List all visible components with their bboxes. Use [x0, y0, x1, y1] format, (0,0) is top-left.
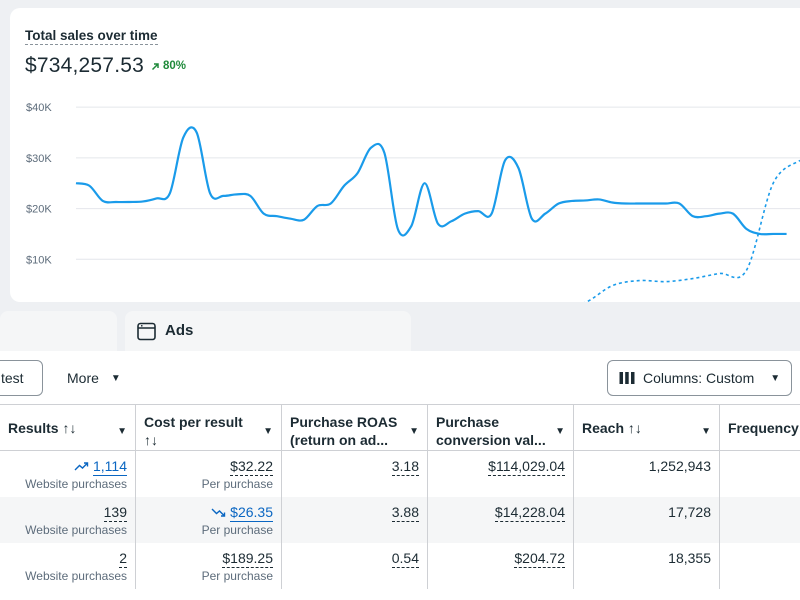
chart-change-badge: 80%: [151, 60, 186, 72]
cell-frequency: [720, 451, 800, 497]
y-tick-label: $40K: [26, 102, 52, 114]
caret-down-icon: ▼: [110, 372, 121, 384]
caret-down-icon[interactable]: ▼: [701, 426, 711, 437]
columns-icon: [619, 372, 635, 384]
column-header-results[interactable]: Results ↑↓ ▼: [0, 405, 136, 450]
results-value[interactable]: 2: [119, 550, 127, 568]
table-row[interactable]: 2 Website purchases $189.25 Per purchase…: [0, 543, 800, 589]
column-header-label-line2: (return on ad...: [290, 432, 388, 448]
caret-down-icon[interactable]: ▼: [409, 426, 419, 437]
caret-down-icon[interactable]: ▼: [117, 426, 127, 437]
reach-value: 18,355: [668, 550, 711, 566]
table-row[interactable]: 1,114 Website purchases $32.22 Per purch…: [0, 451, 800, 497]
column-header-label: Purchase ROAS: [290, 414, 398, 430]
trend-down-icon: [211, 508, 226, 517]
cell-frequency: [720, 497, 800, 543]
ads-table-panel: test More ▼ Columns: Custom ▼ Results ↑↓…: [0, 351, 800, 600]
tab-ads-label: Ads: [165, 322, 194, 339]
cell-conversion-value: $14,228.04: [428, 497, 574, 543]
y-tick-label: $30K: [26, 153, 52, 165]
cost-value[interactable]: $189.25: [222, 550, 273, 568]
table-header-row: Results ↑↓ ▼ Cost per result ↑↓ ▼ Purcha…: [0, 405, 800, 451]
sort-icon[interactable]: ↑↓: [144, 432, 158, 448]
chart-total-value: $734,257.53: [25, 54, 144, 77]
results-value[interactable]: 1,114: [93, 458, 127, 476]
ads-window-icon: [137, 322, 156, 341]
column-header-label: Frequency: [728, 420, 799, 436]
columns-dropdown-label: Columns: Custom: [643, 370, 755, 386]
chart-title[interactable]: Total sales over time: [25, 28, 158, 45]
cost-subtitle: Per purchase: [201, 569, 273, 583]
caret-down-icon[interactable]: ▼: [263, 426, 273, 437]
cost-value[interactable]: $26.35: [230, 504, 273, 522]
cell-results: 1,114 Website purchases: [0, 451, 136, 497]
series-line-comparison: [584, 159, 800, 302]
conversion-value[interactable]: $14,228.04: [494, 504, 565, 522]
sort-icon[interactable]: ↑↓: [627, 420, 642, 436]
cell-results: 139 Website purchases: [0, 497, 136, 543]
cell-purchase-roas: 3.18: [282, 451, 428, 497]
cell-purchase-roas: 3.88: [282, 497, 428, 543]
column-header-label-line2: conversion val...: [436, 432, 546, 448]
trend-up-icon: [74, 462, 89, 471]
chart-change-value: 80%: [163, 60, 187, 72]
reach-value: 17,728: [668, 504, 711, 520]
sales-chart-card: $40K $30K $20K $10K Total sales over time $…: [10, 8, 800, 302]
column-header-label: Cost per result: [144, 414, 243, 430]
test-button-label: test: [1, 370, 24, 386]
caret-down-icon[interactable]: ▼: [555, 426, 565, 437]
column-header-purchase-roas[interactable]: Purchase ROAS (return on ad... ▼: [282, 405, 428, 450]
reach-value: 1,252,943: [648, 458, 711, 474]
roas-value[interactable]: 0.54: [391, 550, 419, 568]
sort-icon[interactable]: ↑↓: [62, 420, 77, 436]
cell-results: 2 Website purchases: [0, 543, 136, 589]
series-line-current: [75, 126, 787, 237]
cell-conversion-value: $204.72: [428, 543, 574, 589]
tab-ads[interactable]: Ads: [125, 311, 411, 357]
cell-purchase-roas: 0.54: [282, 543, 428, 589]
cell-cost-per-result: $32.22 Per purchase: [136, 451, 282, 497]
more-button[interactable]: More ▼: [57, 360, 121, 396]
tab-ad-sets[interactable]: [0, 311, 117, 357]
cost-subtitle: Per purchase: [201, 477, 273, 491]
more-button-label: More: [67, 370, 99, 386]
cell-cost-per-result: $189.25 Per purchase: [136, 543, 282, 589]
column-header-purchase-conversion-value[interactable]: Purchase conversion val... ▼: [428, 405, 574, 450]
results-value[interactable]: 139: [103, 504, 127, 522]
y-tick-label: $20K: [26, 204, 52, 216]
conversion-value[interactable]: $204.72: [514, 550, 565, 568]
trend-up-arrow-icon: [151, 62, 159, 70]
cell-reach: 18,355: [574, 543, 720, 589]
roas-value[interactable]: 3.18: [391, 458, 419, 476]
cell-frequency: [720, 543, 800, 589]
column-header-label: Purchase: [436, 414, 500, 430]
cell-reach: 1,252,943: [574, 451, 720, 497]
conversion-value[interactable]: $114,029.04: [488, 458, 565, 476]
sales-line-chart: $40K $30K $20K $10K: [26, 102, 800, 302]
column-header-reach[interactable]: Reach ↑↓ ▼: [574, 405, 720, 450]
y-tick-label: $10K: [26, 254, 52, 266]
roas-value[interactable]: 3.88: [391, 504, 419, 522]
column-header-frequency[interactable]: Frequency: [720, 405, 800, 450]
column-header-label: Reach: [582, 420, 625, 436]
caret-down-icon: ▼: [770, 372, 781, 384]
results-subtitle: Website purchases: [25, 523, 127, 537]
table-row[interactable]: 139 Website purchases $26.35 Per purchas…: [0, 497, 800, 543]
ads-table: Results ↑↓ ▼ Cost per result ↑↓ ▼ Purcha…: [0, 404, 800, 589]
test-button[interactable]: test: [0, 360, 43, 396]
results-subtitle: Website purchases: [25, 569, 127, 583]
columns-dropdown[interactable]: Columns: Custom ▼: [607, 360, 792, 396]
results-subtitle: Website purchases: [25, 477, 127, 491]
cell-cost-per-result: $26.35 Per purchase: [136, 497, 282, 543]
cost-value[interactable]: $32.22: [230, 458, 273, 476]
cell-reach: 17,728: [574, 497, 720, 543]
cell-conversion-value: $114,029.04: [428, 451, 574, 497]
cost-subtitle: Per purchase: [201, 523, 273, 537]
column-header-cost-per-result[interactable]: Cost per result ↑↓ ▼: [136, 405, 282, 450]
column-header-label: Results: [8, 420, 59, 436]
